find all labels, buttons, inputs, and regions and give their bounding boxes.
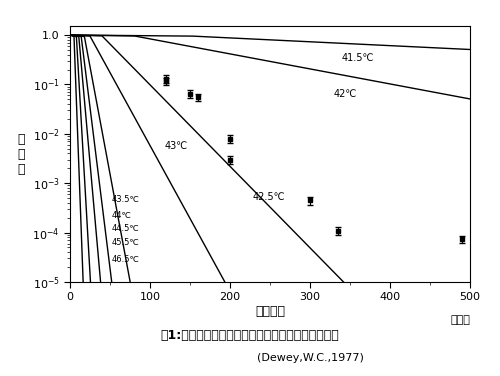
Text: 41.5℃: 41.5℃ bbox=[342, 53, 374, 63]
Text: 42.5℃: 42.5℃ bbox=[252, 193, 285, 202]
Y-axis label: 生
存
率: 生 存 率 bbox=[18, 133, 25, 176]
Text: 43.5℃: 43.5℃ bbox=[112, 195, 140, 204]
Text: 45.5℃: 45.5℃ bbox=[112, 238, 140, 247]
Text: 43℃: 43℃ bbox=[164, 141, 188, 151]
Text: 44℃: 44℃ bbox=[112, 211, 132, 220]
Text: (Dewey,W.C.,1977): (Dewey,W.C.,1977) bbox=[256, 353, 364, 364]
X-axis label: 処理時間: 処理時間 bbox=[255, 305, 285, 318]
Text: 44.5℃: 44.5℃ bbox=[112, 224, 140, 233]
Text: 図1:チイニーズ・ハムスター細胞、加温後の生存率: 図1:チイニーズ・ハムスター細胞、加温後の生存率 bbox=[160, 329, 340, 342]
Text: 46.5℃: 46.5℃ bbox=[112, 255, 140, 264]
Text: 42℃: 42℃ bbox=[334, 89, 357, 99]
Text: （分）: （分） bbox=[450, 315, 470, 325]
